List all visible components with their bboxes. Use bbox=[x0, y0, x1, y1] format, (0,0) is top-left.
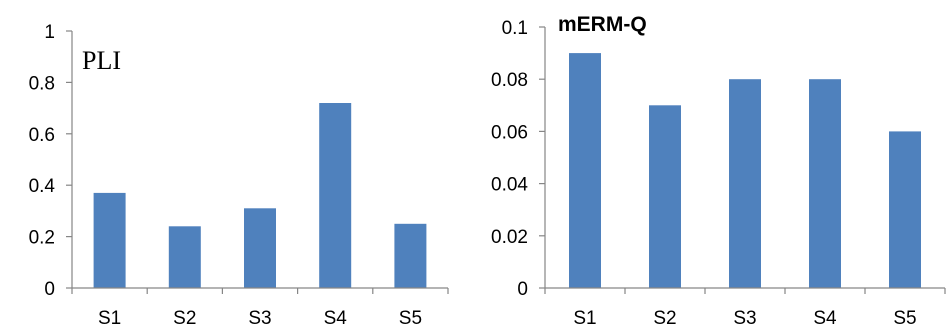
merm-q-bar-s2 bbox=[649, 105, 681, 288]
merm-q-y-tick-label: 0.02 bbox=[491, 227, 528, 248]
pli-bar-s3 bbox=[244, 208, 276, 288]
merm-q-y-tick-label: 0 bbox=[517, 279, 528, 300]
merm-q-y-tick-label: 0.04 bbox=[491, 175, 528, 196]
merm-q-y-tick-label: 0.1 bbox=[502, 18, 528, 39]
merm-q-bar-s1 bbox=[569, 53, 601, 288]
merm-q-y-tick-label: 0.08 bbox=[491, 70, 528, 91]
pli-y-tick-label: 0.2 bbox=[29, 228, 55, 249]
pli-y-tick-label: 0.6 bbox=[29, 125, 55, 146]
pli-x-tick-label: S4 bbox=[324, 308, 348, 329]
pli-x-tick-label: S2 bbox=[173, 308, 196, 329]
pli-chart-title: PLI bbox=[82, 46, 121, 75]
merm-q-x-tick-label: S3 bbox=[733, 308, 756, 329]
pli-x-tick-label: S5 bbox=[399, 308, 422, 329]
merm-q-bar-s4 bbox=[809, 79, 841, 288]
merm-q-x-tick-label: S5 bbox=[893, 308, 916, 329]
merm-q-x-tick-label: S1 bbox=[573, 308, 596, 329]
pli-y-tick-label: 0 bbox=[44, 279, 55, 300]
merm-q-chart-title: mERM-Q bbox=[558, 13, 647, 36]
pli-y-tick-label: 0.8 bbox=[29, 73, 55, 94]
merm-q-bar-s5 bbox=[889, 131, 921, 288]
pli-bar-s2 bbox=[168, 226, 201, 288]
pli-y-tick-label: 1 bbox=[44, 22, 55, 43]
pli-bar-s5 bbox=[394, 223, 427, 289]
merm-q-y-tick-label: 0.06 bbox=[491, 122, 528, 143]
merm-q-bar-s3 bbox=[729, 79, 761, 288]
merm-q-x-tick-label: S4 bbox=[813, 308, 837, 329]
pli-x-tick-label: S3 bbox=[248, 308, 271, 329]
pli-x-tick-label: S1 bbox=[98, 308, 121, 329]
pli-bar-s4 bbox=[319, 103, 352, 288]
merm-q-x-tick-label: S2 bbox=[653, 308, 676, 329]
pli-bar-s1 bbox=[93, 192, 126, 288]
pli-y-tick-label: 0.4 bbox=[29, 176, 56, 197]
pli-chart: PLI 0 0.2 0.4 0.6 0.8 1 S1 S2 S3 S4 S5 bbox=[29, 22, 449, 329]
merm-q-chart: mERM-Q 0 0.02 0.04 0.06 0.08 0.1 S1 S2 S3 S4 S5 bbox=[491, 13, 946, 329]
